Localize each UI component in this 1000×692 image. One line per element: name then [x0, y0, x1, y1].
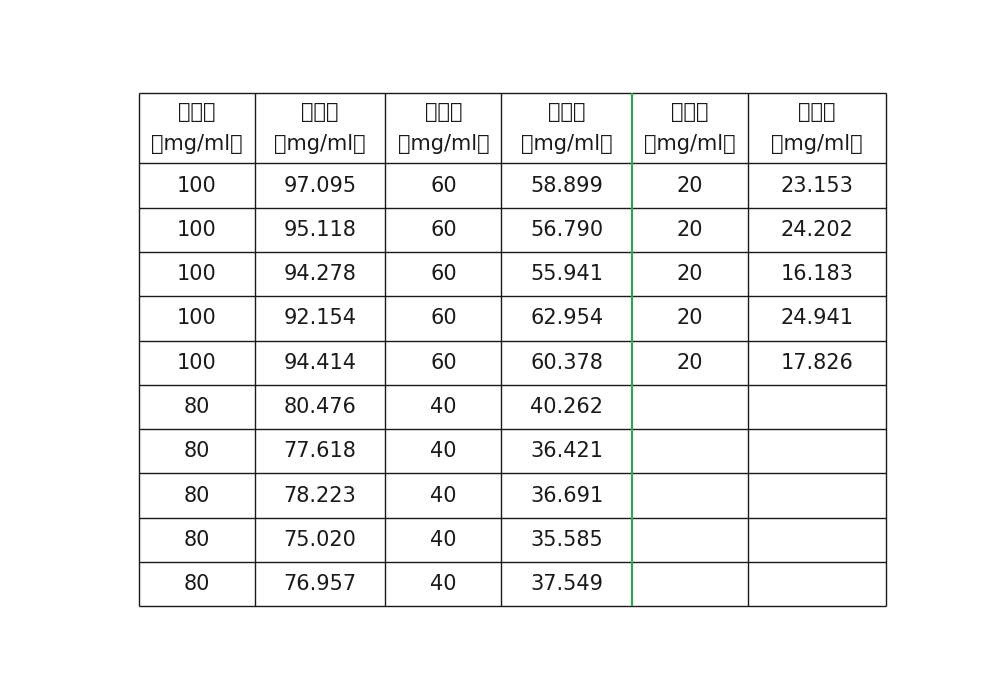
Text: 24.202: 24.202: [781, 220, 853, 240]
Text: 60.378: 60.378: [530, 353, 603, 373]
Text: 40: 40: [430, 486, 457, 506]
Text: 92.154: 92.154: [284, 309, 357, 329]
Text: 55.941: 55.941: [530, 264, 603, 284]
Text: 100: 100: [177, 353, 217, 373]
Text: 58.899: 58.899: [530, 176, 603, 196]
Text: 23.153: 23.153: [781, 176, 853, 196]
Text: 78.223: 78.223: [284, 486, 356, 506]
Text: 预测值
（mg/ml）: 预测值 （mg/ml）: [521, 102, 612, 154]
Text: 24.941: 24.941: [780, 309, 853, 329]
Text: 40: 40: [430, 574, 457, 594]
Text: 36.691: 36.691: [530, 486, 603, 506]
Text: 60: 60: [430, 220, 457, 240]
Text: 40: 40: [430, 530, 457, 550]
Text: 40: 40: [430, 441, 457, 462]
Text: 100: 100: [177, 176, 217, 196]
Text: 60: 60: [430, 264, 457, 284]
Text: 60: 60: [430, 353, 457, 373]
Text: 预测值
（mg/ml）: 预测值 （mg/ml）: [274, 102, 366, 154]
Text: 80.476: 80.476: [284, 397, 357, 417]
Text: 真实值
（mg/ml）: 真实值 （mg/ml）: [398, 102, 489, 154]
Text: 94.278: 94.278: [284, 264, 357, 284]
Text: 80: 80: [184, 530, 210, 550]
Text: 60: 60: [430, 309, 457, 329]
Text: 100: 100: [177, 309, 217, 329]
Text: 20: 20: [677, 264, 703, 284]
Text: 20: 20: [677, 220, 703, 240]
Text: 20: 20: [677, 353, 703, 373]
Text: 95.118: 95.118: [284, 220, 357, 240]
Text: 40: 40: [430, 397, 457, 417]
Text: 35.585: 35.585: [530, 530, 603, 550]
Text: 80: 80: [184, 441, 210, 462]
Text: 100: 100: [177, 220, 217, 240]
Text: 真实值
（mg/ml）: 真实值 （mg/ml）: [151, 102, 243, 154]
Text: 37.549: 37.549: [530, 574, 603, 594]
Text: 20: 20: [677, 176, 703, 196]
Text: 80: 80: [184, 574, 210, 594]
Text: 17.826: 17.826: [781, 353, 853, 373]
Text: 36.421: 36.421: [530, 441, 603, 462]
Text: 60: 60: [430, 176, 457, 196]
Text: 62.954: 62.954: [530, 309, 603, 329]
Text: 56.790: 56.790: [530, 220, 603, 240]
Text: 100: 100: [177, 264, 217, 284]
Text: 40.262: 40.262: [530, 397, 603, 417]
Text: 真实值
（mg/ml）: 真实值 （mg/ml）: [644, 102, 736, 154]
Text: 97.095: 97.095: [284, 176, 357, 196]
Text: 20: 20: [677, 309, 703, 329]
Text: 94.414: 94.414: [284, 353, 357, 373]
Text: 80: 80: [184, 486, 210, 506]
Text: 75.020: 75.020: [284, 530, 357, 550]
Text: 80: 80: [184, 397, 210, 417]
Text: 16.183: 16.183: [781, 264, 853, 284]
Text: 77.618: 77.618: [284, 441, 357, 462]
Text: 预测值
（mg/ml）: 预测值 （mg/ml）: [771, 102, 863, 154]
Text: 76.957: 76.957: [284, 574, 357, 594]
